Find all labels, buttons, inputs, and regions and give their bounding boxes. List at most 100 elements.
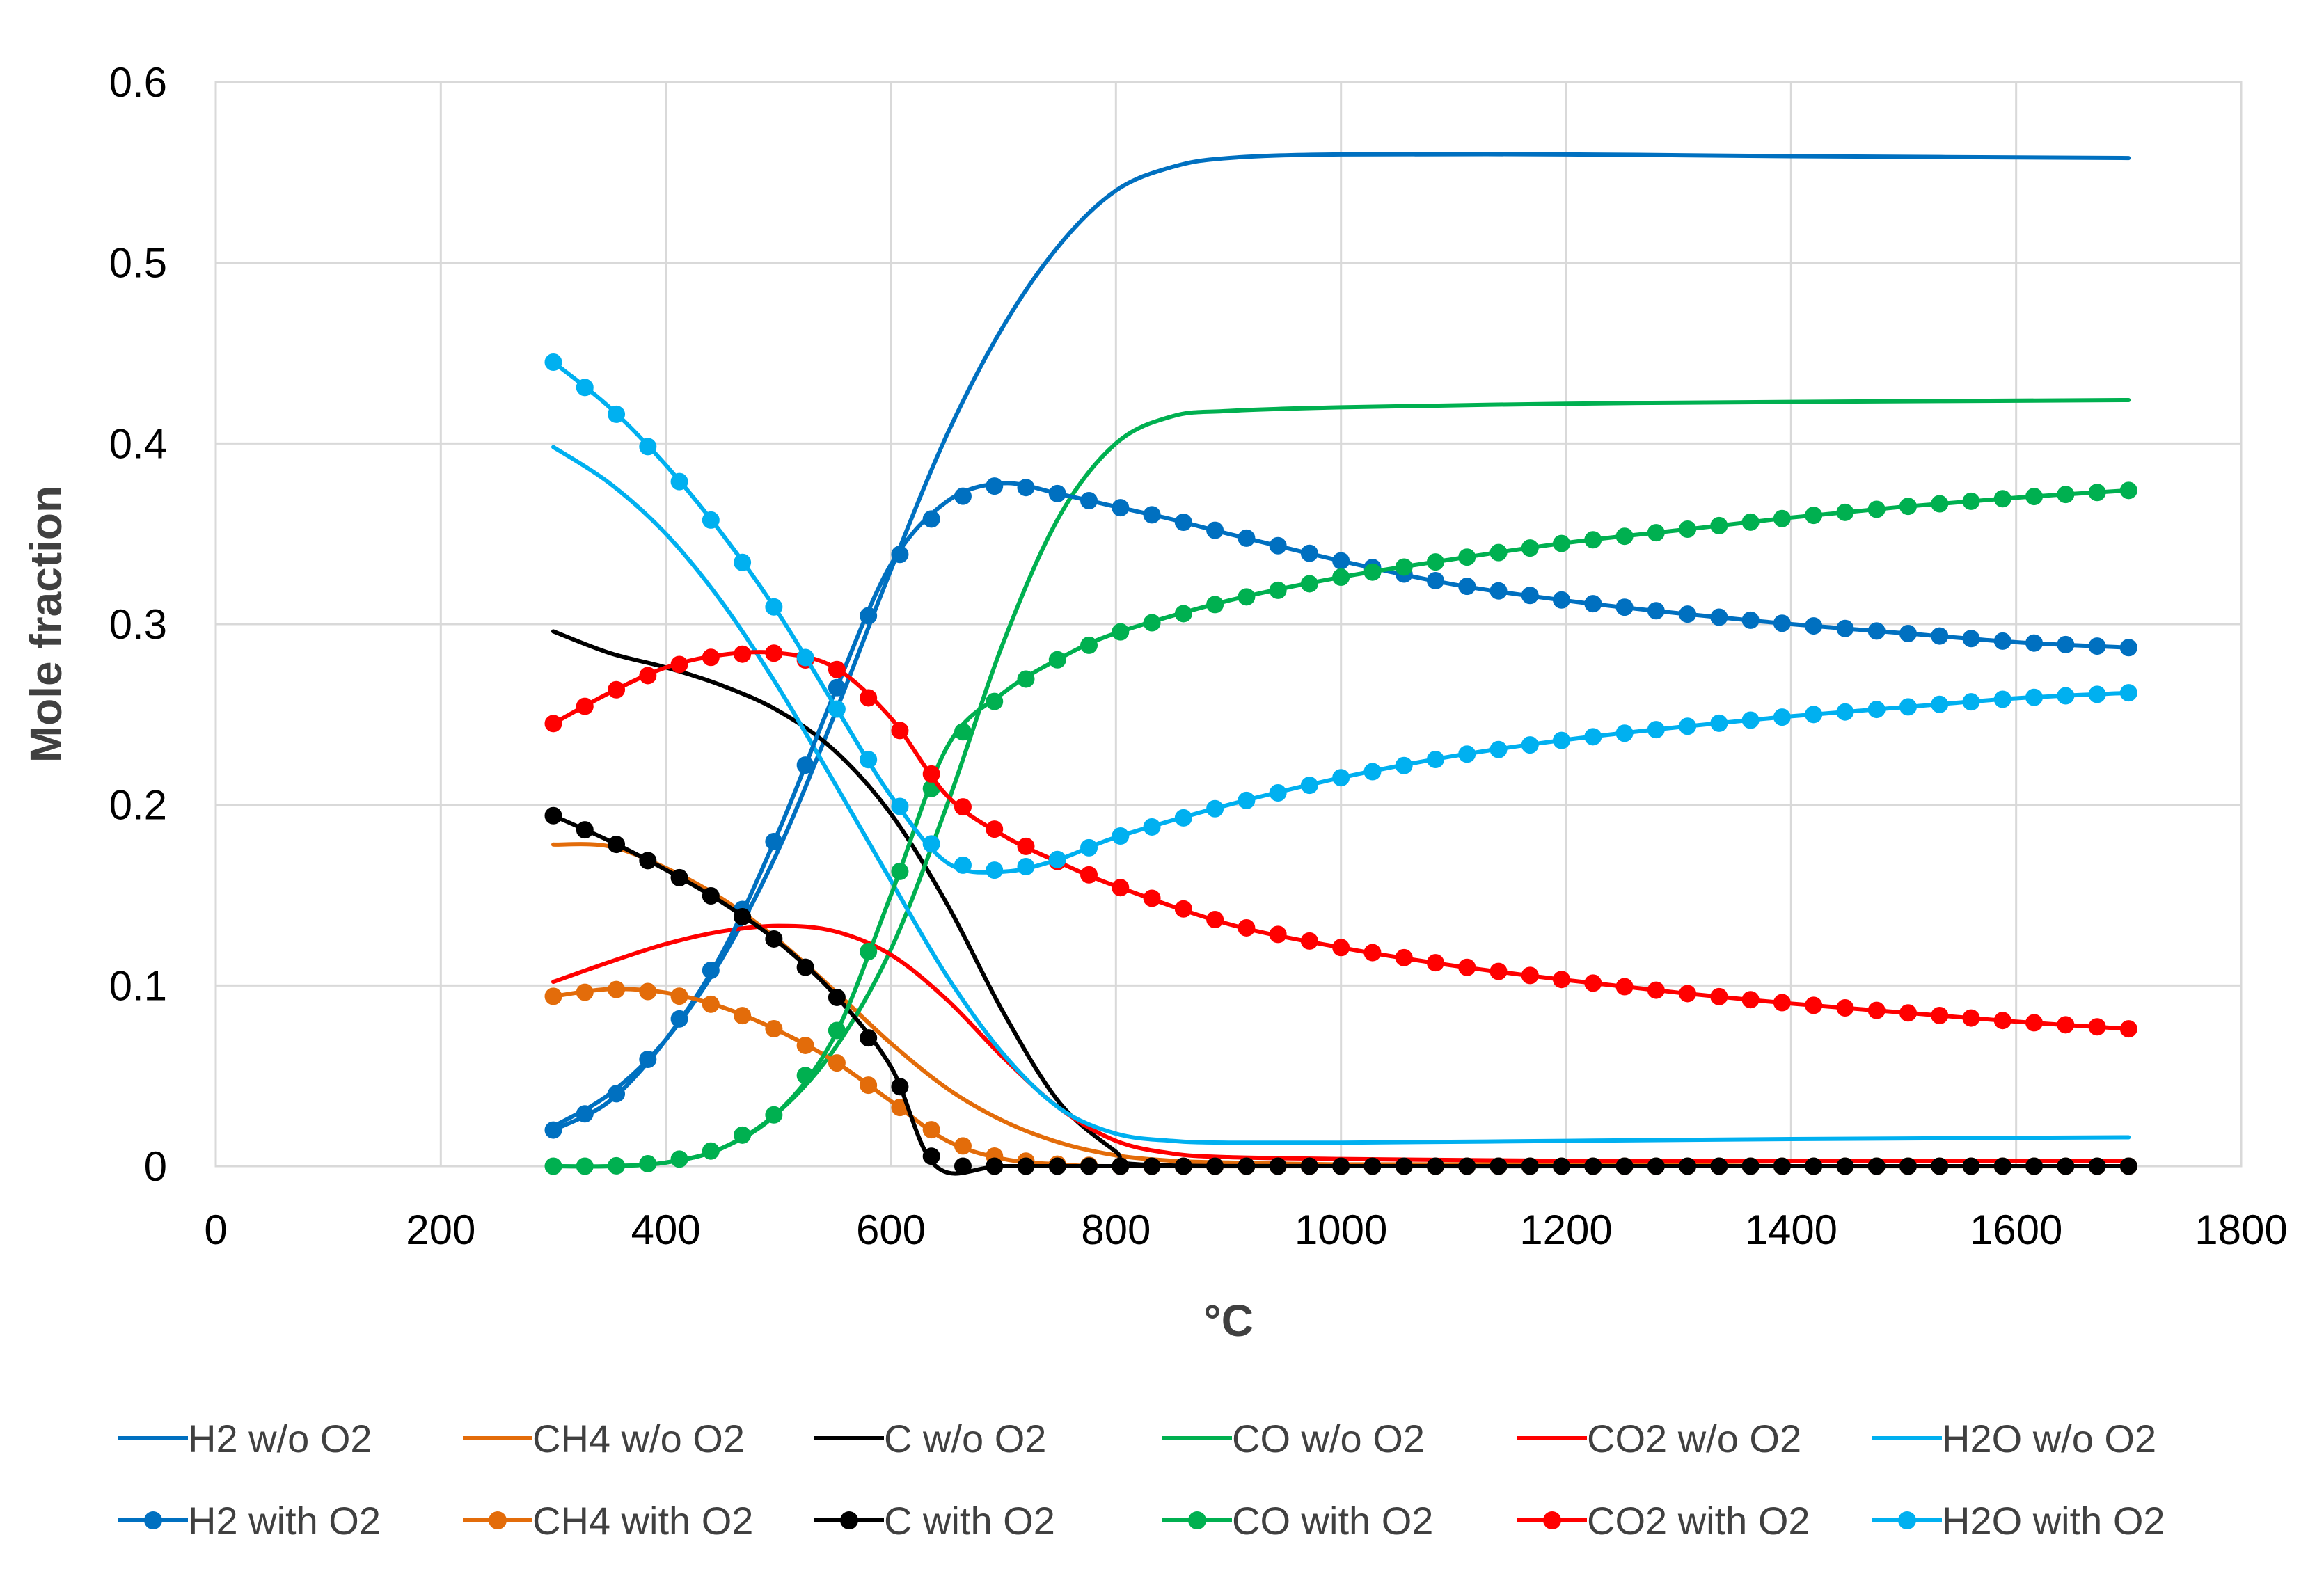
data-point [1080, 1157, 1098, 1175]
series-h2-w-o-o2 [551, 152, 2131, 1129]
data-point [986, 477, 1004, 495]
data-point [1332, 552, 1350, 570]
data-point [544, 1157, 562, 1175]
data-point [2119, 1020, 2137, 1038]
data-point [1112, 879, 1130, 897]
data-point [1238, 529, 1256, 547]
series-co-with-o2 [544, 481, 2137, 1175]
data-point [828, 660, 846, 678]
data-point [1174, 1157, 1192, 1175]
data-point [1867, 1001, 1886, 1019]
data-point [1489, 1157, 1508, 1175]
data-point [1458, 1157, 1476, 1175]
data-point [1741, 711, 1760, 729]
x-tick-label: 1800 [2195, 1207, 2287, 1253]
x-axis-title: °C [1203, 1296, 1254, 1346]
data-point [1489, 582, 1508, 600]
data-point [1395, 948, 1413, 966]
data-point [1931, 1006, 1949, 1024]
legend-label: CO w/o O2 [1232, 1417, 1425, 1460]
data-point [544, 806, 562, 825]
data-point [1899, 1004, 1917, 1022]
data-point [1647, 1157, 1665, 1175]
legend-swatch-marker [1543, 1511, 1561, 1529]
data-point [860, 1029, 878, 1047]
data-point [765, 930, 783, 948]
data-point [1710, 987, 1728, 1005]
data-point [2057, 1016, 2075, 1034]
data-point [576, 821, 594, 839]
data-point [1206, 596, 1224, 614]
legend-label: C w/o O2 [884, 1417, 1046, 1460]
data-point [828, 988, 846, 1006]
data-point [954, 1137, 972, 1155]
data-point [1962, 492, 1980, 510]
legend-label: H2O w/o O2 [1942, 1417, 2156, 1460]
data-point [1899, 625, 1917, 643]
data-point [1080, 491, 1098, 509]
data-point [544, 987, 562, 1005]
data-point [1615, 527, 1634, 546]
legend-label: CO2 w/o O2 [1587, 1417, 1801, 1460]
data-point [954, 487, 972, 505]
data-point [2088, 685, 2106, 703]
data-point [670, 868, 688, 886]
data-point [1710, 608, 1728, 626]
legend-entry: CO2 w/o O2 [1517, 1417, 1801, 1460]
data-point [1867, 701, 1886, 719]
data-point [1395, 1157, 1413, 1175]
data-point [1300, 575, 1318, 593]
data-point [1426, 553, 1444, 571]
data-point [1332, 568, 1350, 586]
data-point [891, 862, 909, 880]
data-point [1553, 731, 1571, 749]
data-point [1112, 499, 1130, 517]
data-point [1993, 1157, 2011, 1175]
legend-label: CH4 w/o O2 [532, 1417, 745, 1460]
data-point [1521, 1157, 1539, 1175]
data-point [1899, 698, 1917, 716]
data-point [860, 943, 878, 961]
data-point [1741, 1157, 1760, 1175]
data-point [1710, 714, 1728, 732]
data-point [891, 722, 909, 740]
data-point [1867, 1157, 1886, 1175]
data-point [670, 655, 688, 674]
y-tick-label: 0.3 [109, 601, 167, 648]
data-point [1458, 578, 1476, 596]
data-point [1143, 818, 1161, 836]
data-point [1710, 1157, 1728, 1175]
data-point [954, 798, 972, 816]
data-point [702, 887, 720, 905]
data-point [639, 852, 657, 870]
data-point [1773, 708, 1791, 726]
data-point [576, 1157, 594, 1175]
data-point [1679, 1157, 1697, 1175]
data-point [1962, 630, 1980, 648]
data-point [828, 1021, 846, 1040]
data-point [828, 678, 846, 697]
data-point [765, 598, 783, 616]
data-point [1206, 521, 1224, 539]
data-point [1805, 996, 1823, 1014]
data-point [2025, 634, 2044, 652]
data-point [1836, 503, 1854, 521]
data-point [1143, 889, 1161, 907]
data-point [1048, 651, 1066, 669]
data-point [2057, 1157, 2075, 1175]
data-point [765, 833, 783, 851]
data-point [1080, 636, 1098, 654]
data-point [1300, 544, 1318, 562]
legend-entry: C w/o O2 [814, 1417, 1046, 1460]
data-point [1805, 706, 1823, 724]
legend-label: CO2 with O2 [1587, 1499, 1810, 1543]
data-point [1426, 571, 1444, 589]
data-point [1017, 670, 1035, 688]
legend-entry: CO2 with O2 [1517, 1499, 1810, 1543]
data-point [1521, 539, 1539, 557]
y-tick-label: 0.6 [109, 59, 167, 106]
data-point [1363, 1157, 1382, 1175]
data-point [1426, 1157, 1444, 1175]
series-h2o-with-o2 [544, 353, 2137, 879]
